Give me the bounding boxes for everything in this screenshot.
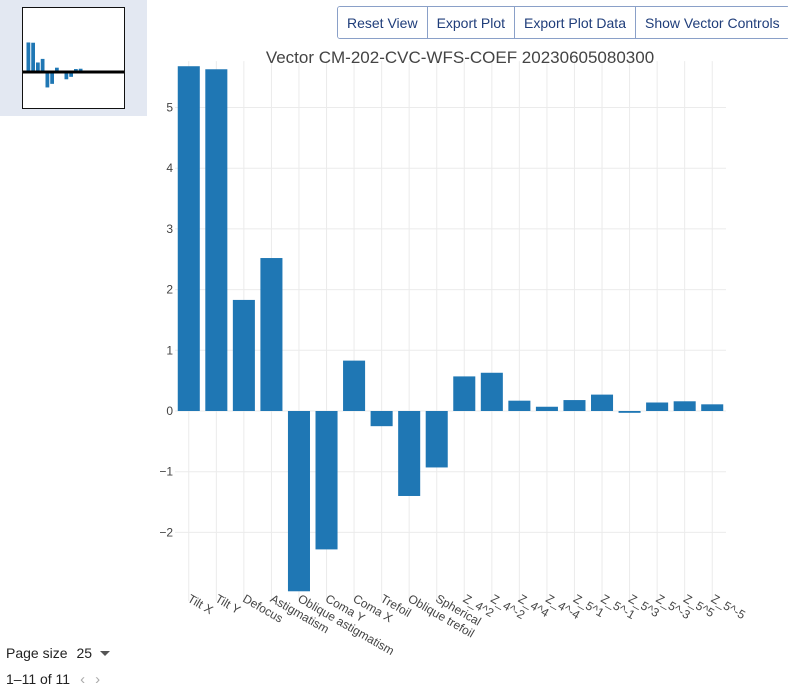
- thumb-bar: [50, 72, 54, 84]
- thumb-bar: [69, 72, 73, 77]
- pagination: Page size 25 1–11 of 11 ‹ ›: [6, 643, 111, 689]
- y-tick-label: 3: [166, 222, 173, 236]
- bar: [370, 411, 393, 427]
- plot-toolbar: Reset View Export Plot Export Plot Data …: [337, 6, 788, 39]
- x-tick-label: Tilt Y: [213, 591, 243, 616]
- bar: [177, 66, 200, 411]
- grid-lines: [175, 61, 726, 602]
- show-vector-controls-button[interactable]: Show Vector Controls: [635, 7, 788, 38]
- chevron-down-icon[interactable]: [100, 650, 111, 656]
- bar: [618, 411, 641, 413]
- thumb-bar: [55, 67, 59, 72]
- next-page-icon[interactable]: ›: [95, 670, 101, 688]
- thumb-bar: [45, 72, 50, 88]
- y-tick-label: −1: [159, 465, 173, 479]
- bar: [425, 411, 448, 468]
- y-tick-label: 2: [166, 283, 173, 297]
- y-tick-label: −2: [159, 525, 173, 539]
- export-plot-data-button[interactable]: Export Plot Data: [515, 7, 636, 38]
- y-tick-label: 0: [166, 404, 173, 418]
- bar: [343, 360, 366, 411]
- page-size-select[interactable]: 25: [76, 645, 93, 661]
- y-tick-label: 5: [166, 101, 173, 115]
- thumb-bar: [36, 62, 40, 72]
- bar: [535, 406, 558, 411]
- page-range-text: 1–11 of 11: [6, 671, 71, 687]
- bar: [701, 404, 724, 411]
- thumb-bar: [31, 42, 35, 72]
- bar: [591, 394, 614, 411]
- y-tick-label: 4: [166, 161, 173, 175]
- bar: [673, 401, 696, 411]
- bar: [315, 411, 338, 550]
- thumbnail-chart: [23, 42, 124, 88]
- bar: [563, 400, 586, 411]
- x-tick-label: Tilt X: [185, 591, 215, 617]
- thumbnail-panel: [0, 0, 147, 116]
- bar: [205, 69, 228, 411]
- thumb-bar: [40, 58, 45, 72]
- bar: [480, 372, 503, 411]
- prev-page-icon[interactable]: ‹: [80, 670, 86, 688]
- bar: [646, 402, 669, 411]
- bar: [398, 411, 421, 496]
- page-size-label: Page size: [6, 645, 68, 661]
- reset-view-button[interactable]: Reset View: [338, 7, 428, 38]
- thumb-bar: [78, 68, 83, 72]
- bar: [508, 400, 531, 411]
- bar: [260, 258, 283, 411]
- bar: [287, 411, 310, 592]
- thumb-bar: [26, 42, 31, 72]
- export-plot-button[interactable]: Export Plot: [427, 7, 516, 38]
- thumbnail-preview[interactable]: [22, 7, 125, 109]
- bar: [453, 376, 476, 411]
- thumb-bar: [64, 72, 69, 80]
- y-tick-label: 1: [166, 343, 173, 357]
- bar: [232, 299, 255, 411]
- x-tick-label: Z_5^-5: [709, 591, 748, 622]
- chart-title: Vector CM-202-CVC-WFS-COEF 2023060508030…: [265, 48, 655, 67]
